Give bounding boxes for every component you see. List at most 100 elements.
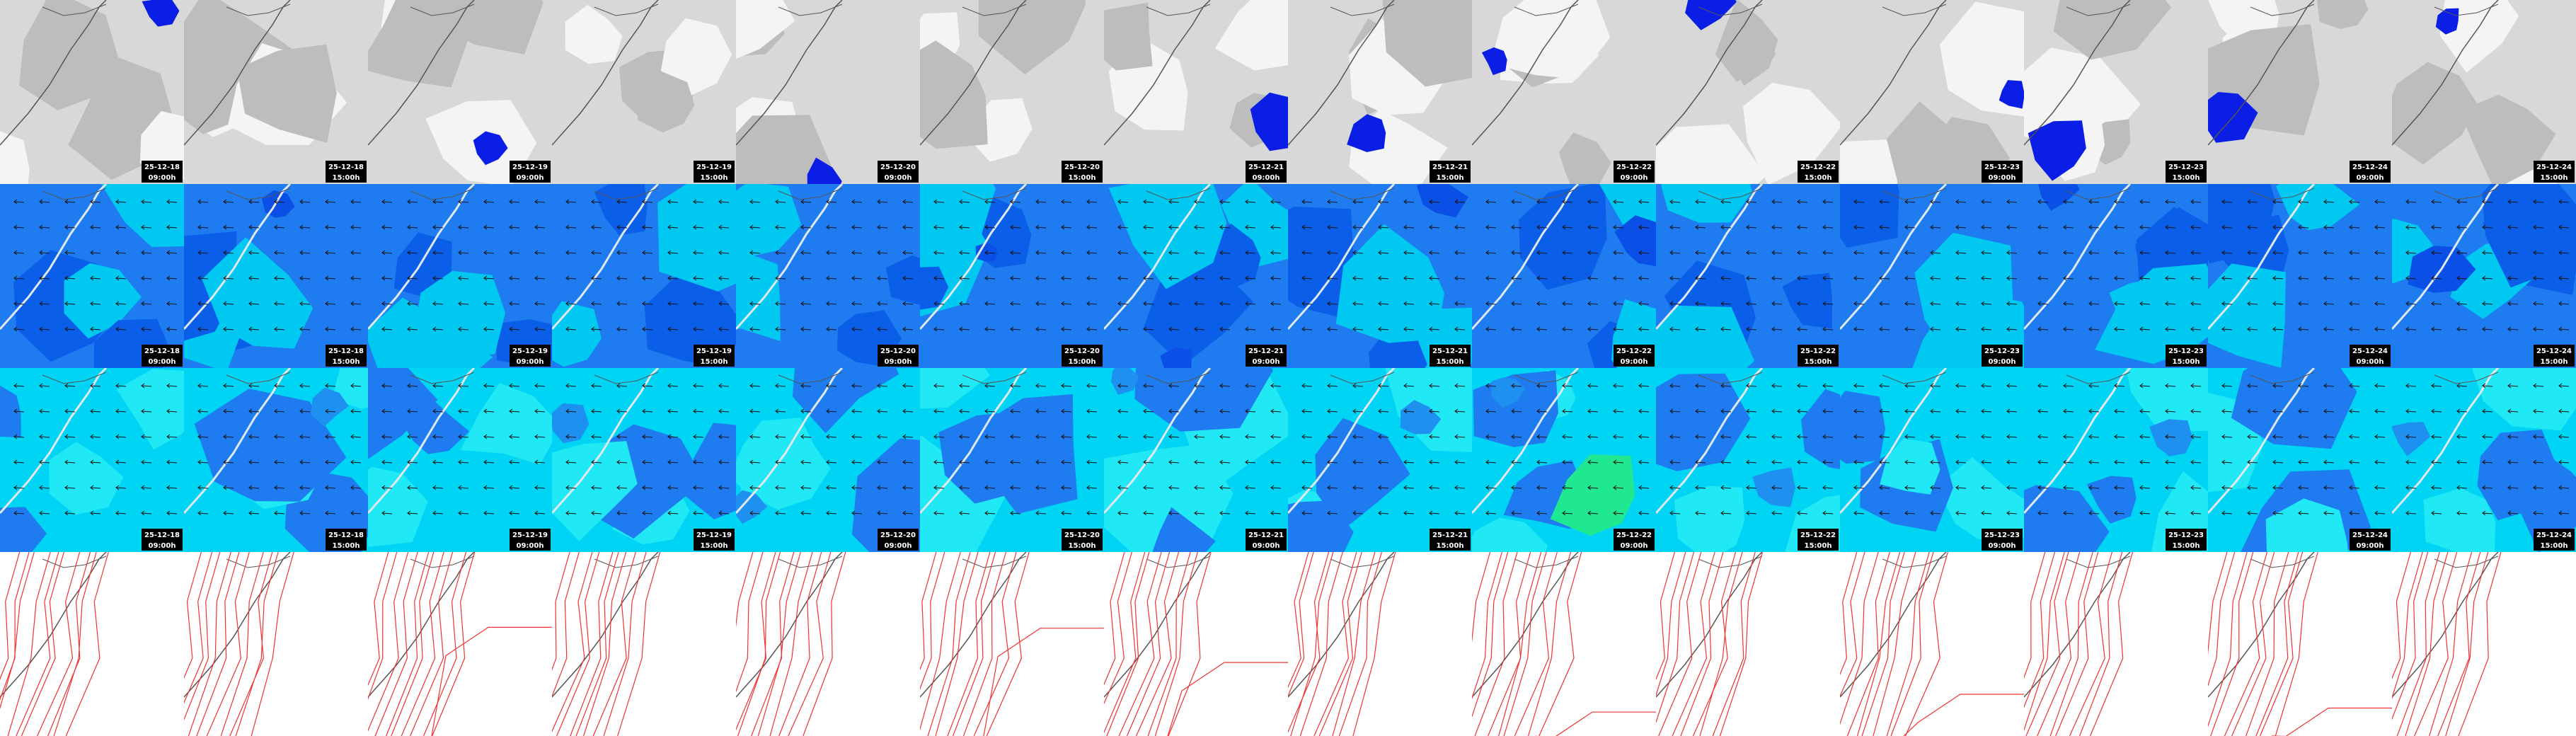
map-tile [2208, 552, 2392, 736]
wind-arrow-head [1403, 224, 1408, 230]
wind-arrow-head [1930, 224, 1934, 230]
wind-arrow-head [1035, 485, 1040, 490]
wind-arrow-head [115, 459, 120, 465]
wind-arrow-head [1797, 434, 1801, 439]
isobar [1318, 552, 1362, 736]
wind-arrow-head [274, 510, 278, 516]
wind-arrow [1904, 512, 1916, 514]
timestamp-box [878, 161, 919, 183]
wind-arrow [1587, 328, 1599, 330]
wind-arrow-head [13, 510, 18, 516]
isobar [2024, 552, 2046, 679]
map-tile [368, 552, 552, 736]
wind-arrow-head [1853, 383, 1858, 389]
contour-patch [1108, 184, 1227, 289]
wind-arrow [2558, 512, 2570, 514]
wind-arrow [2405, 277, 2417, 280]
contour-patch [920, 266, 949, 310]
wind-arrow-head [1117, 224, 1122, 230]
wind-arrow [1117, 512, 1129, 514]
contour-patch [202, 237, 314, 349]
wind-arrow-head [1853, 408, 1858, 414]
wind-arrow [141, 512, 152, 514]
wind-arrow-head [1981, 408, 1985, 414]
contour-patch [1550, 454, 1635, 536]
wind-arrow-head [2431, 510, 2435, 516]
timestamp-time: 15:00h [701, 174, 728, 182]
wind-arrow-head [2323, 224, 2328, 230]
wind-arrow-head [458, 408, 462, 414]
wind-arrow-head [1822, 459, 1827, 465]
wind-arrow [2063, 226, 2074, 229]
wind-arrow-head [166, 408, 171, 414]
wind-arrow [2114, 512, 2125, 514]
wind-arrow [2247, 461, 2258, 464]
wind-arrow-head [1061, 275, 1065, 281]
wind-arrow [1638, 512, 1650, 514]
wind-arrow-head [325, 224, 329, 230]
wind-arrow-head [902, 224, 907, 230]
wind-arrow [1485, 226, 1497, 229]
wind-arrow-head [749, 250, 754, 255]
wind-arrow-head [223, 459, 227, 465]
wind-arrow-head [1245, 301, 1249, 306]
wind-arrow-head [407, 199, 411, 205]
timestamp-box [2166, 529, 2207, 551]
wind-arrow [1143, 512, 1154, 514]
wind-arrow [1536, 461, 1548, 464]
isobar [2079, 552, 2123, 736]
wind-arrow [851, 277, 863, 280]
wind-arrow-head [1695, 326, 1699, 332]
wind-arrow [458, 410, 469, 413]
wind-arrow-head [851, 224, 856, 230]
wind-arrow-head [616, 383, 621, 389]
wind-arrow [115, 512, 127, 514]
wind-arrow-head [2088, 510, 2093, 516]
wind-arrow [299, 512, 311, 514]
wind-arrow-head [1010, 224, 1014, 230]
wind-arrow-head [1454, 224, 1459, 230]
wind-arrow-head [1587, 224, 1592, 230]
wind-arrow-head [2405, 199, 2410, 205]
wind-arrow [616, 512, 628, 514]
wind-arrow [432, 410, 444, 413]
wind-arrow [1245, 512, 1256, 514]
wind-arrow-head [1587, 383, 1592, 389]
contour-patch [1152, 507, 1216, 552]
wind-arrow-head [1822, 224, 1827, 230]
isobar [1118, 552, 1162, 736]
wind-arrow [2349, 410, 2360, 413]
isobar [184, 552, 202, 679]
wind-arrow-head [984, 485, 989, 490]
wind-arrow-head [1853, 250, 1858, 255]
wind-arrow [1695, 461, 1706, 464]
wind-arrow-head [591, 459, 595, 465]
wind-arrow-head [90, 383, 94, 389]
timestamp-time: 15:00h [2173, 542, 2200, 550]
coast-detail [1882, 188, 1947, 200]
timestamp-box [694, 345, 735, 367]
wind-arrow-head [1143, 301, 1147, 306]
isobar [1656, 552, 1686, 697]
wind-arrow-head [407, 510, 411, 516]
wind-arrow-head [2323, 199, 2328, 205]
timestamp-box [1062, 161, 1103, 183]
isobar [220, 552, 264, 736]
isobar [552, 552, 580, 698]
wind-arrow-head [458, 434, 462, 439]
wind-arrow-head [325, 275, 329, 281]
contour-patch [1656, 305, 1754, 368]
wind-arrow [13, 512, 25, 514]
wind-arrow-head [2139, 408, 2144, 414]
contour-patch [1382, 0, 1472, 87]
wind-arrow-head [1194, 326, 1198, 332]
wind-arrow [1270, 461, 1282, 464]
timestamp-time: 15:00h [1805, 174, 1832, 182]
wind-arrow-head [381, 199, 386, 205]
isobar [1886, 552, 1930, 736]
wind-arrow-head [166, 510, 171, 516]
wind-arrow [1669, 277, 1681, 280]
wind-arrow-head [1562, 250, 1566, 255]
isobar [188, 552, 231, 736]
